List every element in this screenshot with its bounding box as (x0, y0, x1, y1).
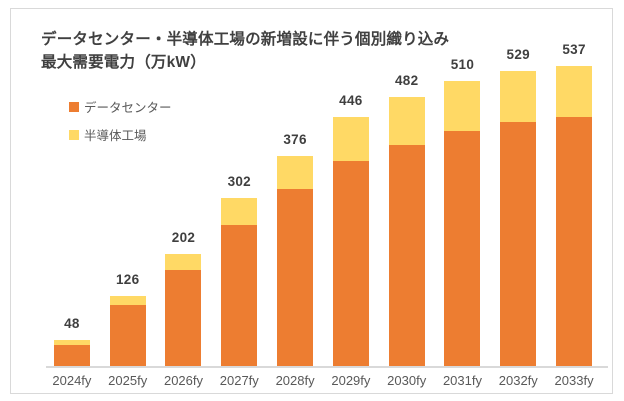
bar-total-label-2032fy: 529 (506, 46, 530, 62)
bar-segment-semiconductor-factory-2033fy (556, 66, 593, 117)
bar-total-label-2028fy: 376 (283, 132, 307, 148)
x-axis-label-2032fy: 2032fy (498, 373, 538, 388)
bar-total-label-2026fy: 202 (171, 229, 196, 245)
chart-title-line2: 最大需要電力（万kW） (41, 54, 206, 71)
bar-segment-semiconductor-factory-2024fy (53, 340, 90, 345)
chart-legend: データセンター 半導体工場 (69, 97, 172, 144)
bar-segment-datacenter-2025fy (109, 305, 146, 367)
bar-segment-datacenter-2027fy (221, 224, 258, 367)
bar-group-2031fy: 510 (435, 9, 491, 367)
bar-segment-semiconductor-factory-2027fy (221, 197, 258, 225)
x-axis-labels: 2024fy 2025fy 2026fy 2027fy 2028fy 2029fy 2030… (44, 373, 602, 388)
x-axis-label-2025fy: 2025fy (108, 373, 148, 388)
bar-total-label-2030fy: 482 (394, 73, 419, 89)
x-axis-label-2028fy: 2028fy (275, 373, 315, 388)
x-axis-label-2033fy: 2033fy (554, 373, 594, 388)
bar-segment-datacenter-2031fy (444, 131, 481, 367)
x-axis-label-2024fy: 2024fy (52, 373, 92, 388)
bar-group-2025fy: 126 (100, 9, 156, 367)
bar-segment-datacenter-2030fy (388, 145, 425, 367)
chart-frame: データセンター・半導体工場の新増設に伴う個別織り込み 最大需要電力（万kW） デ… (10, 8, 613, 394)
chart-title: データセンター・半導体工場の新増設に伴う個別織り込み 最大需要電力（万kW） (41, 28, 449, 74)
bar-group-2028fy: 376 (267, 9, 323, 367)
bar-group-2026fy: 202 (156, 9, 212, 367)
bar-segment-datacenter-2033fy (556, 116, 593, 367)
bar-segment-semiconductor-factory-2028fy (277, 156, 314, 189)
bar-total-label-2031fy: 510 (450, 57, 475, 73)
bars-container: 48 126 202 302 376 446 482 510 529 537 (44, 9, 602, 367)
legend-swatch-datacenter (69, 101, 79, 112)
bar-segment-semiconductor-factory-2032fy (500, 70, 537, 122)
bar-total-label-2033fy: 537 (562, 42, 586, 58)
x-axis-line (46, 366, 608, 368)
bar-total-label-2025fy: 126 (115, 272, 140, 288)
bar-group-2032fy: 529 (490, 9, 546, 367)
bar-segment-semiconductor-factory-2026fy (165, 253, 202, 270)
bar-total-label-2027fy: 302 (227, 173, 251, 189)
bar-segment-datacenter-2028fy (277, 188, 314, 367)
bar-segment-semiconductor-factory-2025fy (109, 296, 146, 306)
bar-group-2024fy: 48 (44, 9, 100, 367)
legend-label-datacenter: データセンター (84, 101, 172, 115)
bar-segment-datacenter-2026fy (165, 269, 202, 367)
x-axis-label-2030fy: 2030fy (387, 373, 427, 388)
bar-total-label-2024fy: 48 (64, 316, 80, 332)
bar-group-2027fy: 302 (211, 9, 267, 367)
x-axis-label-2026fy: 2026fy (163, 373, 204, 388)
x-axis-label-2029fy: 2029fy (331, 373, 371, 388)
legend-item-datacenter: データセンター (69, 97, 172, 116)
bar-segment-semiconductor-factory-2030fy (388, 97, 425, 146)
plot-area: 48 126 202 302 376 446 482 510 529 537 (11, 9, 624, 368)
chart-title-line1: データセンター・半導体工場の新増設に伴う個別織り込み (41, 31, 450, 48)
legend-item-semiconductor-factory: 半導体工場 (69, 125, 172, 144)
legend-swatch-semiconductor-factory (69, 129, 79, 140)
bar-group-2030fy: 482 (379, 9, 435, 367)
bar-total-label-2029fy: 446 (339, 93, 363, 109)
legend-label-semiconductor-factory: 半導体工場 (84, 129, 147, 143)
bar-segment-datacenter-2024fy (53, 344, 90, 367)
bar-segment-datacenter-2029fy (332, 160, 369, 367)
bar-group-2033fy: 537 (546, 9, 602, 367)
bar-segment-semiconductor-factory-2031fy (444, 81, 481, 132)
bar-segment-semiconductor-factory-2029fy (332, 117, 369, 161)
x-axis-label-2031fy: 2031fy (442, 373, 482, 388)
bar-segment-datacenter-2032fy (500, 121, 537, 367)
x-axis-label-2027fy: 2027fy (219, 373, 259, 388)
bar-group-2029fy: 446 (323, 9, 379, 367)
